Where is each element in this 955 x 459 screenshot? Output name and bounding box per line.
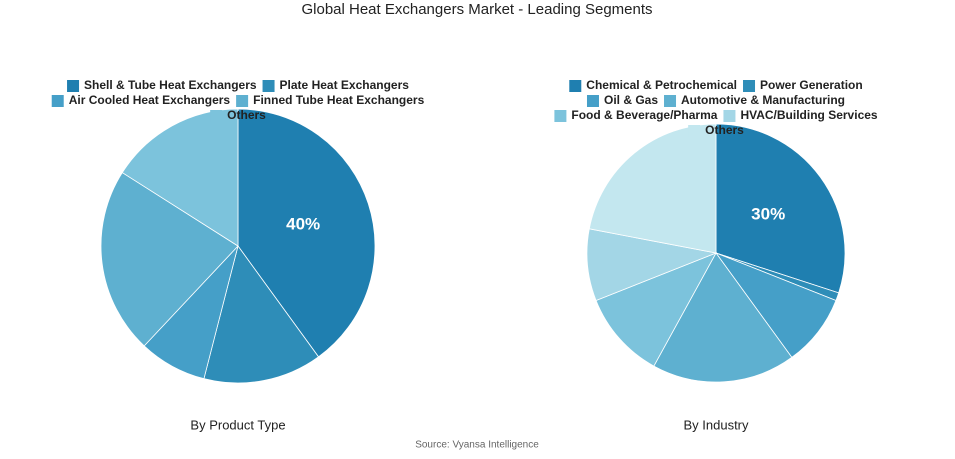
legend-item: Finned Tube Heat Exchangers (236, 93, 425, 107)
legend-swatch (664, 95, 677, 107)
legend-label: Oil & Gas (604, 93, 658, 107)
legend-label: Power Generation (760, 78, 863, 92)
legend-item: Food & Beverage/Pharma (554, 108, 718, 122)
legend-item: Automotive & Manufacturing (664, 93, 845, 107)
chart-subtitle: By Product Type (190, 417, 285, 432)
legend-item: Shell & Tube Heat Exchangers (67, 78, 257, 92)
legend-swatch (723, 110, 736, 122)
source: Source: Vyansa Intelligence (415, 440, 539, 451)
legend-label: Plate Heat Exchangers (280, 78, 410, 92)
legend-label: Chemical & Petrochemical (586, 78, 737, 92)
legend-item: Oil & Gas (586, 93, 658, 107)
legend-swatch (262, 80, 275, 92)
legend-label: Others (705, 123, 744, 137)
legend-label: Others (227, 108, 266, 122)
legend-item: Air Cooled Heat Exchangers (51, 93, 231, 107)
pie-slice (121, 108, 239, 247)
chart-subtitle: By Industry (683, 417, 749, 432)
legend-swatch (688, 125, 701, 137)
legend-label: Air Cooled Heat Exchangers (69, 93, 231, 107)
legend-item: Chemical & Petrochemical (569, 78, 737, 92)
legend-label: Food & Beverage/Pharma (571, 108, 717, 122)
legend-swatch (586, 95, 599, 107)
legend-label: HVAC/Building Services (740, 108, 877, 122)
pie-slice (653, 252, 793, 383)
pie-slice (203, 245, 320, 384)
legend-swatch (743, 80, 756, 92)
pie-slice (715, 123, 846, 294)
legend-swatch (67, 80, 80, 92)
legend-label: Finned Tube Heat Exchangers (253, 93, 424, 107)
legend-swatch (51, 95, 64, 107)
legend-swatch (569, 80, 582, 92)
legend-item: Others (210, 108, 266, 122)
legend-swatch (236, 95, 249, 107)
data-label: 40% (286, 214, 320, 233)
legend-item: HVAC/Building Services (723, 108, 878, 122)
pie-slice (595, 252, 717, 367)
legend-swatch (554, 110, 567, 122)
pie-slice (100, 172, 239, 347)
legend-swatch (210, 110, 223, 122)
legend-item: Power Generation (743, 78, 863, 92)
pie-slice (237, 108, 376, 358)
legend-label: Automotive & Manufacturing (681, 93, 845, 107)
data-label: 30% (751, 205, 785, 224)
legend-item: Others (688, 123, 744, 137)
legend-item: Plate Heat Exchangers (262, 78, 410, 92)
legend-label: Shell & Tube Heat Exchangers (84, 78, 257, 92)
page-title: Global Heat Exchangers Market - Leading … (301, 1, 652, 18)
